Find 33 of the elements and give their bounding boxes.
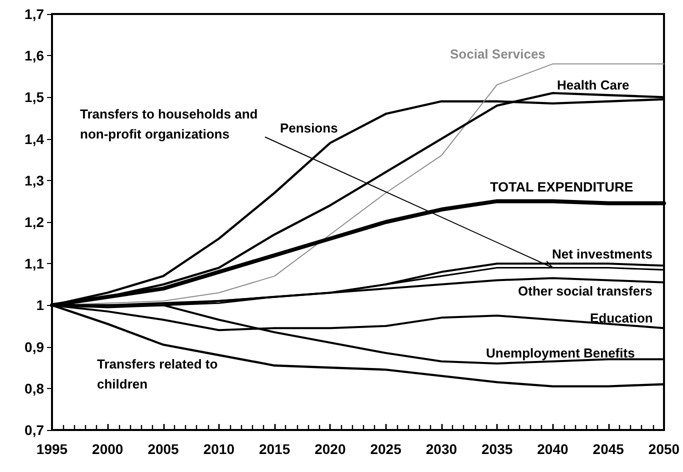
y-tick-label: 1,6	[24, 48, 44, 64]
x-tick-label: 2010	[203, 441, 235, 457]
x-tick-label: 2020	[314, 441, 346, 457]
series-label: Social Services	[450, 46, 546, 62]
series-label: Transfers related to children	[97, 356, 222, 392]
y-tick-label: 0,9	[24, 338, 44, 355]
series-label: Net investments	[552, 246, 652, 262]
y-tick-label: 1,4	[24, 130, 44, 147]
series-label: Health Care	[557, 78, 630, 92]
x-tick-label: 2015	[258, 441, 290, 457]
x-tick-label: 2030	[426, 441, 458, 457]
x-tick-label: 1995	[36, 441, 68, 457]
series-label: Pensions	[280, 120, 338, 136]
x-tick-label: 2045	[592, 441, 624, 457]
series-label: Education	[590, 310, 653, 326]
y-tick-label: 1,2	[24, 214, 44, 230]
x-tick-label: 2025	[370, 441, 402, 457]
y-tick-label: 0,8	[24, 380, 44, 396]
x-tick-label: 2040	[537, 441, 569, 457]
y-tick-label: 1	[36, 297, 44, 314]
y-tick-label: 1,5	[24, 89, 44, 106]
x-tick-label: 2000	[92, 441, 124, 457]
x-tick-label: 2005	[148, 441, 180, 457]
x-tick-label: 2050	[648, 441, 680, 457]
y-tick-label: 1,3	[24, 172, 44, 188]
text: Transfers to households and non-profit organizations	[80, 106, 262, 142]
y-tick-label: 1,7	[24, 6, 44, 22]
x-tick-label: 2035	[482, 441, 513, 457]
y-tick-label: 1,1	[24, 256, 44, 272]
series-label: Unemployment Benefits	[486, 346, 635, 360]
series-label: TOTAL EXPENDITURE	[490, 180, 634, 194]
y-tick-label: 0,7	[24, 422, 44, 438]
series-label: Other social transfers	[518, 284, 652, 298]
